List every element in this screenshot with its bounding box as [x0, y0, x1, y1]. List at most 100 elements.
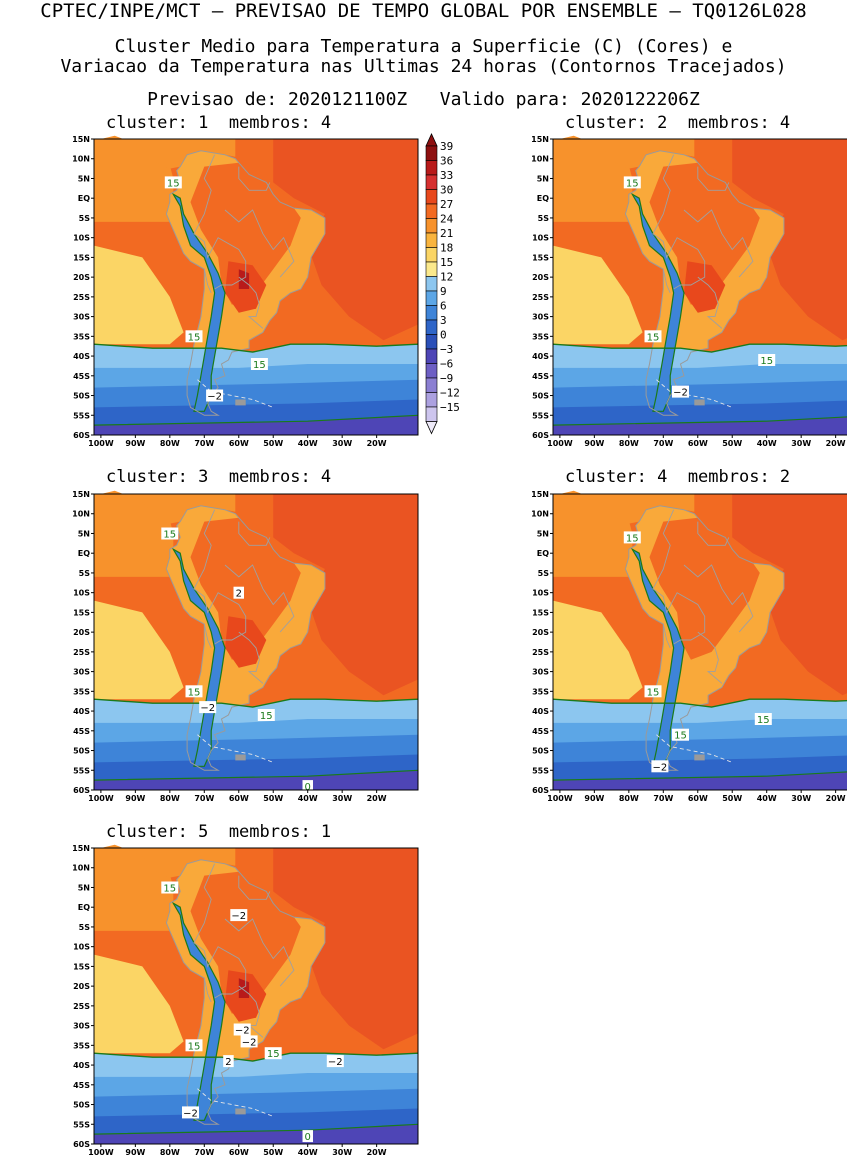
- lon-label: 50W: [263, 794, 283, 803]
- lat-label: 5S: [538, 214, 550, 223]
- contour-label-4: 15: [674, 731, 687, 742]
- colorbar-tick-label: 27: [440, 198, 453, 211]
- country-border-3: [697, 521, 730, 546]
- contour-label-4: −2: [673, 388, 688, 399]
- lat-label: 15S: [532, 608, 549, 617]
- lat-label: 50S: [73, 392, 90, 401]
- lat-label: 15N: [72, 135, 90, 144]
- panel-4-title: cluster: 4 membros: 2: [565, 467, 791, 487]
- colorbar-tick-label: 33: [440, 169, 453, 182]
- lon-label: 50W: [263, 439, 283, 448]
- lat-label: 5N: [78, 884, 90, 893]
- contour-label-2: −2: [231, 911, 246, 922]
- contour-label-bg: [623, 531, 641, 544]
- lat-label: 15N: [72, 490, 90, 499]
- pacific-cool-region: [553, 245, 643, 345]
- country-border-1: [193, 509, 247, 645]
- lat-label: EQ: [78, 903, 90, 912]
- colorbar-tick-label: 6: [440, 300, 447, 313]
- subtitle-line-2: Variacao da Temperatura nas Ultimas 24 h…: [60, 56, 787, 77]
- colorbar-swatch: [425, 319, 438, 335]
- map-frame: [93, 493, 419, 791]
- contour-label-3: −2: [235, 1026, 250, 1037]
- contour-label-3: 15: [757, 715, 770, 726]
- contour-label-bg: [233, 1023, 251, 1036]
- contour-label-4: −2: [207, 392, 222, 403]
- colorbar-swatch: [425, 348, 438, 364]
- lat-label: 45S: [73, 372, 90, 381]
- lat-label: 30S: [532, 313, 549, 322]
- lat-label: 20S: [532, 628, 549, 637]
- map-frame: [552, 493, 847, 791]
- colorbar-tick-label: 9: [440, 285, 447, 298]
- country-border-4: [662, 269, 671, 294]
- lat-label: 10N: [531, 510, 549, 519]
- lat-label: 30S: [73, 313, 90, 322]
- lat-label: 50S: [532, 747, 549, 756]
- contour-label-3: 15: [188, 687, 201, 698]
- contour-label-bg: [199, 701, 217, 714]
- lon-label: 60W: [229, 439, 249, 448]
- lon-label: 90W: [584, 794, 604, 803]
- contour-label-bg: [644, 330, 662, 343]
- country-border-4: [203, 624, 212, 649]
- central-america-land: [559, 490, 695, 524]
- contour-label-bg: [230, 909, 248, 922]
- warm-atlantic-region: [273, 494, 418, 696]
- chaco-hottest-region: [238, 978, 250, 998]
- lat-label: 25S: [73, 648, 90, 657]
- colorbar-tick-label: 21: [440, 227, 453, 240]
- lat-label: 5S: [79, 214, 91, 223]
- temperature-map-5: 15−2−2−21515−22−2015N10N5NEQ5S10S15S20S2…: [72, 844, 419, 1157]
- contour-label-1: 15: [626, 178, 639, 189]
- contour-label-2: 15: [647, 687, 660, 698]
- coastline: [165, 150, 326, 416]
- map-panel-cluster-5: 15 −2 −2 −2 15 15 −2 2 −2 0 15N 10N 5N EQ 5S 10S 15S 20S 2…: [60, 844, 419, 1157]
- lat-label: 5S: [538, 569, 550, 578]
- lat-label: 15S: [532, 253, 549, 262]
- contour-label-bg: [233, 586, 244, 599]
- lat-label: EQ: [78, 549, 90, 558]
- contour-label-5: 15: [260, 711, 273, 722]
- contour-label-1: 15: [163, 884, 176, 895]
- contour-label-9: −2: [183, 1108, 198, 1119]
- country-border-2: [238, 631, 264, 684]
- lat-label: 30S: [532, 668, 549, 677]
- lat-label: 50S: [73, 1101, 90, 1110]
- map-frame: [93, 138, 419, 436]
- contour-0-line: [93, 769, 419, 781]
- lat-label: 5S: [79, 923, 91, 932]
- lat-label: EQ: [537, 549, 549, 558]
- contour-15-line: [93, 343, 419, 353]
- lat-label: 25S: [532, 648, 549, 657]
- lat-label: 15S: [73, 253, 90, 262]
- lat-label: 60S: [73, 431, 90, 440]
- central-america-land: [559, 135, 695, 169]
- contour-label-bg: [651, 760, 669, 773]
- chaco-hot-region: [684, 261, 726, 313]
- lon-label: 80W: [160, 439, 180, 448]
- lon-label: 50W: [722, 439, 742, 448]
- lat-label: 10S: [532, 234, 549, 243]
- lat-label: 35S: [532, 687, 549, 696]
- contour-label-4: −2: [200, 703, 215, 714]
- country-border-3: [238, 521, 271, 546]
- chaco-hot-region: [225, 616, 267, 668]
- country-border-1: [652, 509, 706, 645]
- lat-label: 5N: [537, 175, 549, 184]
- country-border-5: [224, 918, 295, 987]
- colorbar-tick-label: −9: [440, 372, 453, 385]
- contour-label-bg: [326, 1055, 344, 1068]
- colorbar-tick-label: 3: [440, 314, 447, 327]
- lat-label: 45S: [73, 1081, 90, 1090]
- contour-label-bg: [672, 385, 689, 398]
- lon-label: 40W: [298, 1148, 318, 1157]
- lat-label: 10S: [532, 589, 549, 598]
- lon-label: 30W: [791, 794, 811, 803]
- pacific-cool-region: [553, 600, 643, 700]
- map-frame: [552, 138, 847, 436]
- contour-label-3: 15: [760, 356, 773, 367]
- lon-label: 50W: [722, 794, 742, 803]
- lon-label: 60W: [229, 1148, 249, 1157]
- lat-label: 15N: [531, 135, 549, 144]
